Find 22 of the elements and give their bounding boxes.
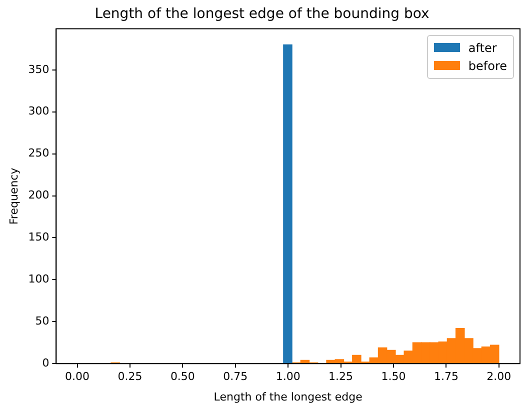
y-axis-title: Frequency: [7, 167, 20, 225]
y-tick-label: 200: [28, 188, 50, 202]
y-tick-label: 300: [28, 104, 50, 118]
x-tick-label: 1.75: [434, 370, 458, 384]
x-tick-label: 1.25: [328, 370, 354, 384]
x-tick-label: 0.75: [223, 370, 248, 384]
legend-label: before: [468, 58, 507, 73]
y-tick-label: 50: [35, 314, 50, 328]
y-tick-label: 100: [28, 272, 50, 286]
x-tick-label: 1.00: [276, 370, 300, 384]
y-tick-label: 0: [42, 356, 50, 370]
chart-title: Length of the longest edge of the bounding box: [94, 6, 430, 22]
y-tick-label: 250: [28, 146, 50, 160]
x-tick-label: 0.50: [170, 370, 195, 384]
x-tick-label: 0.25: [118, 370, 142, 384]
legend-label: after: [468, 40, 497, 55]
y-tick-label: 150: [28, 230, 50, 244]
x-tick-label: 0.00: [65, 370, 90, 384]
x-axis-title: Length of the longest edge: [214, 390, 363, 404]
x-tick-label: 1.50: [381, 370, 406, 384]
y-tick-label: 350: [28, 62, 50, 76]
x-tick-label: 2.00: [486, 370, 512, 384]
